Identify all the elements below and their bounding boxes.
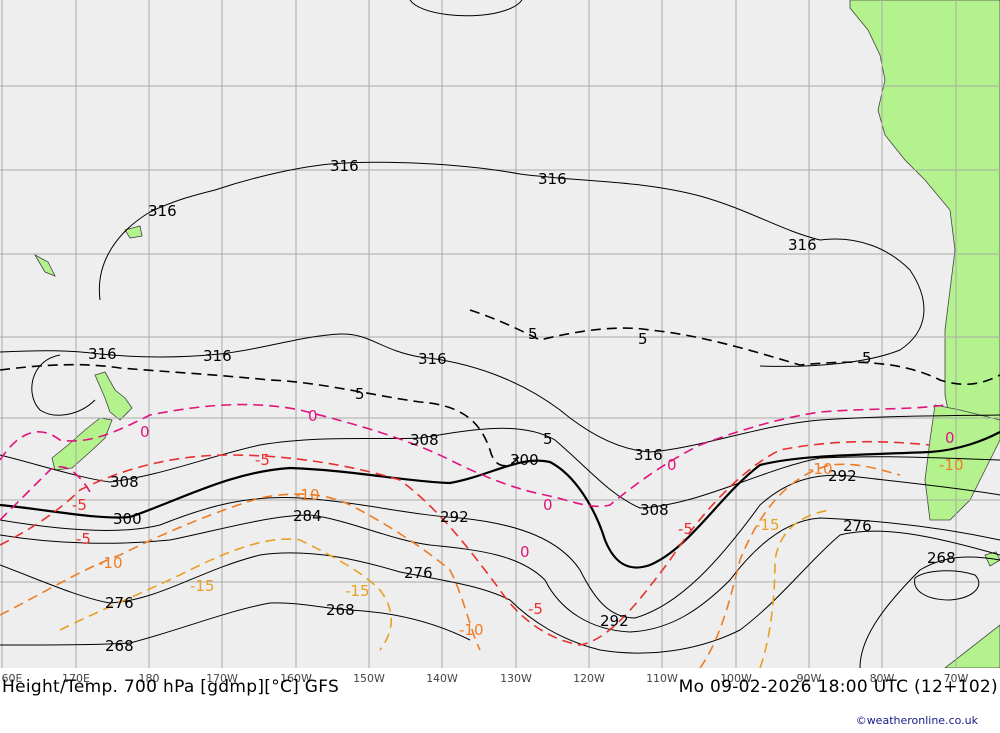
temp-label: 0 <box>543 496 553 514</box>
longitude-label: 160W <box>280 672 312 685</box>
contour-268 <box>0 602 471 646</box>
contour-316-subtropical <box>98 161 925 367</box>
temp-label: -10 <box>295 486 320 504</box>
antarctica-edge <box>944 624 1000 668</box>
isotherm-neg10 <box>0 493 481 651</box>
temperature-isotherms <box>0 309 1000 668</box>
isotherm-neg15-east <box>759 509 831 668</box>
temp-label: 0 <box>945 429 955 447</box>
contour-316-south <box>0 333 1000 453</box>
height-label: 268 <box>927 549 956 567</box>
contour-268-low <box>914 570 980 601</box>
isotherm-neg5 <box>0 440 931 646</box>
height-label: 268 <box>326 601 355 619</box>
longitude-label: 60E <box>1 672 23 685</box>
height-label: 316 <box>330 157 359 175</box>
contour-300-thick <box>0 431 1000 569</box>
contour-308 <box>0 427 1000 509</box>
height-label: 308 <box>640 501 669 519</box>
credit-link[interactable]: ©weatheronline.co.uk <box>855 714 978 727</box>
temp-label: 0 <box>667 456 677 474</box>
temp-label: 5 <box>543 430 553 448</box>
longitude-label: 170E <box>62 672 90 685</box>
longitude-label: 140W <box>426 672 458 685</box>
height-label: 276 <box>105 594 134 612</box>
temperature-labels: 5 5 5 5 5 0 0 0 0 0 0 -5 -5 -5 -5 -5 -10… <box>72 325 964 639</box>
height-label: 276 <box>843 517 872 535</box>
temp-label: 0 <box>520 543 530 561</box>
temp-label: -10 <box>98 554 123 572</box>
ocean-background <box>0 0 1000 668</box>
height-label: 300 <box>113 510 142 528</box>
longitude-label: 80W <box>869 672 895 685</box>
height-label: 292 <box>440 508 469 526</box>
temp-label: -15 <box>345 582 370 600</box>
height-label: 276 <box>404 564 433 582</box>
height-label: 316 <box>538 170 567 188</box>
contour-276 <box>0 530 1000 654</box>
temp-label: -5 <box>72 496 87 514</box>
isotherm-0 <box>0 403 946 508</box>
temp-label: -15 <box>755 516 780 534</box>
isotherm-5-east <box>469 309 1000 386</box>
height-label: 308 <box>410 431 439 449</box>
temp-label: 5 <box>862 349 872 367</box>
height-label: 316 <box>634 446 663 464</box>
isotherm-neg10-east <box>699 463 901 668</box>
height-labels: 316 316 316 316 316 316 316 316 308 308 … <box>88 157 956 655</box>
map-title: Height/Temp. 700 hPa [gdmp][°C] GFS <box>2 677 340 697</box>
map-footer <box>0 668 1000 733</box>
height-label: 292 <box>828 467 857 485</box>
temp-label: -10 <box>459 621 484 639</box>
height-label: 316 <box>418 350 447 368</box>
longitude-label: 120W <box>573 672 605 685</box>
temp-label: -5 <box>678 520 693 538</box>
fiji-islands <box>33 225 143 277</box>
temp-label: -5 <box>76 530 91 548</box>
isotherm-neg15 <box>59 538 392 651</box>
height-label: 292 <box>600 612 629 630</box>
forecast-datetime: Mo 09-02-2026 18:00 UTC (12+102) <box>678 677 998 697</box>
temp-label: -15 <box>190 577 215 595</box>
temp-label: -10 <box>939 456 964 474</box>
height-label: 316 <box>788 236 817 254</box>
contour-292 <box>0 474 1000 619</box>
height-label: 284 <box>293 507 322 525</box>
longitude-label: 150W <box>353 672 385 685</box>
temp-label: -5 <box>255 451 270 469</box>
temp-label: 0 <box>140 423 150 441</box>
longitude-label: 180 <box>138 672 160 685</box>
temp-label: 5 <box>355 385 365 403</box>
contour-268-east <box>859 556 1000 668</box>
isotherm-0-west <box>0 466 91 521</box>
longitude-label: 130W <box>500 672 532 685</box>
height-label: 316 <box>203 347 232 365</box>
contour-north-loop <box>409 0 523 17</box>
isotherm-5 <box>0 363 521 467</box>
longitude-label: 100W <box>720 672 752 685</box>
temp-label: -5 <box>528 600 543 618</box>
temp-label: 0 <box>308 407 318 425</box>
height-label: 300 <box>510 451 539 469</box>
height-label: 316 <box>148 202 177 220</box>
contour-284 <box>0 514 1000 633</box>
temp-label: -10 <box>808 460 833 478</box>
height-label: 268 <box>105 637 134 655</box>
longitude-label: 170W <box>206 672 238 685</box>
longitude-label: 90W <box>796 672 822 685</box>
longitude-label: 70W <box>943 672 969 685</box>
temp-label: 5 <box>638 330 648 348</box>
height-label: 308 <box>110 473 139 491</box>
height-label: 316 <box>88 345 117 363</box>
new-zealand-north-island <box>94 371 133 421</box>
longitude-label: 110W <box>646 672 678 685</box>
temp-label: 5 <box>528 325 538 343</box>
lat-lon-grid <box>0 0 1000 668</box>
weather-map: 316 316 316 316 316 316 316 316 308 308 … <box>0 0 1000 668</box>
